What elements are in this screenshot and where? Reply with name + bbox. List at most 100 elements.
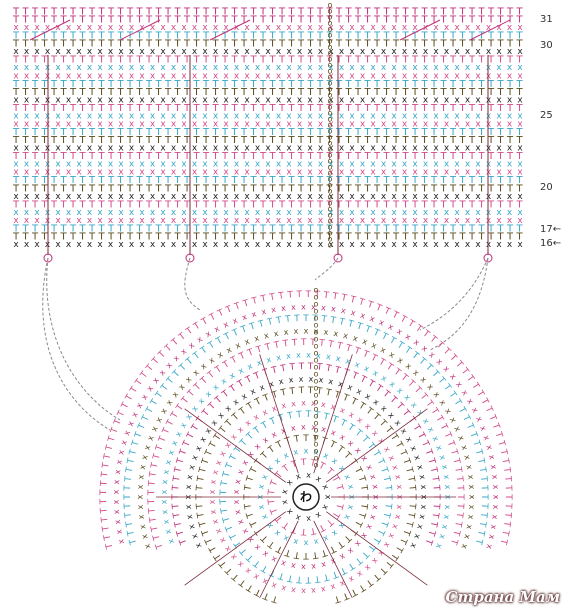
- band-stitch: T: [411, 15, 419, 26]
- band-stitch: T: [306, 103, 314, 114]
- band-stitch: x: [370, 240, 376, 250]
- round-stitch: T: [228, 453, 240, 464]
- round-stitch: T: [430, 484, 440, 492]
- chain-stitch: o: [328, 7, 333, 16]
- band-stitch: T: [392, 87, 400, 98]
- band-stitch: T: [135, 15, 143, 26]
- band-stitch: T: [439, 151, 447, 162]
- band-stitch: x: [24, 208, 30, 218]
- band-stitch: T: [154, 183, 162, 194]
- band-stitch: x: [465, 168, 471, 178]
- band-stitch: x: [87, 208, 93, 218]
- band-stitch: x: [486, 160, 492, 170]
- band-stitch: T: [496, 79, 504, 90]
- band-stitch: T: [297, 103, 305, 114]
- band-stitch: x: [360, 47, 366, 57]
- round-stitch: T: [268, 416, 278, 428]
- round-stitch: x: [154, 415, 164, 424]
- band-stitch: x: [108, 144, 114, 154]
- round-stitch: T: [208, 543, 220, 554]
- band-stitch: x: [517, 63, 523, 73]
- band-stitch: T: [116, 232, 124, 243]
- band-stitch: x: [160, 216, 166, 226]
- band-stitch: T: [173, 55, 181, 66]
- band-stitch: T: [164, 31, 172, 42]
- round-stitch: T: [148, 471, 159, 479]
- band-stitch: x: [286, 71, 292, 81]
- band-stitch: T: [50, 87, 58, 98]
- band-stitch: x: [192, 120, 198, 130]
- band-stitch: T: [430, 15, 438, 26]
- band-stitch: T: [306, 87, 314, 98]
- band-stitch: T: [88, 55, 96, 66]
- round-stitch: T: [148, 516, 159, 524]
- band-stitch: T: [430, 127, 438, 138]
- band-stitch: T: [335, 103, 343, 114]
- band-stitch: T: [126, 183, 134, 194]
- round-stitch: T: [261, 393, 271, 405]
- band-stitch: x: [381, 23, 387, 33]
- band-stitch: T: [316, 31, 324, 42]
- band-stitch: T: [221, 232, 229, 243]
- band-stitch: x: [13, 120, 19, 130]
- band-stitch: x: [496, 23, 502, 33]
- band-stitch: x: [265, 63, 271, 73]
- band-stitch: T: [183, 7, 191, 18]
- round-stitch: x: [462, 454, 472, 461]
- band-stitch: x: [108, 47, 114, 57]
- band-stitch: T: [401, 135, 409, 146]
- band-stitch: T: [496, 55, 504, 66]
- round-stitch: x: [443, 407, 453, 416]
- band-stitch: T: [411, 232, 419, 243]
- round-stitch: T: [392, 440, 404, 451]
- band-stitch: T: [21, 183, 29, 194]
- band-stitch: T: [392, 175, 400, 186]
- round-stitch: x: [314, 474, 323, 484]
- band-stitch: x: [202, 208, 208, 218]
- band-stitch: T: [487, 151, 495, 162]
- band-stitch: x: [24, 71, 30, 81]
- band-stitch: x: [496, 208, 502, 218]
- band-stitch: x: [150, 208, 156, 218]
- band-stitch: T: [221, 199, 229, 210]
- round-stitch: x: [313, 537, 320, 547]
- round-stitch: x: [368, 514, 378, 521]
- band-stitch: x: [276, 208, 282, 218]
- round-stitch: T: [393, 543, 405, 554]
- band-stitch: x: [486, 168, 492, 178]
- round-stitch: x: [196, 396, 206, 406]
- decrease-line: [29, 19, 71, 41]
- band-stitch: x: [433, 160, 439, 170]
- band-stitch: x: [160, 71, 166, 81]
- round-stitch: T: [464, 421, 476, 431]
- round-stitch: T: [99, 498, 109, 505]
- band-stitch: T: [145, 151, 153, 162]
- round-stitch: T: [170, 337, 182, 349]
- chain-stitch: o: [328, 109, 333, 118]
- round-stitch: T: [280, 463, 291, 475]
- band-stitch: x: [202, 144, 208, 154]
- round-stitch: T: [319, 546, 329, 558]
- round-stitch: T: [120, 401, 132, 412]
- round-stitch: x: [160, 509, 169, 515]
- round-stitch: T: [380, 474, 391, 483]
- band-stitch: T: [468, 79, 476, 90]
- round-stitch: x: [193, 541, 203, 549]
- round-stitch: x: [492, 495, 501, 500]
- band-stitch: x: [444, 95, 450, 105]
- band-stitch: x: [412, 63, 418, 73]
- round-stitch: T: [348, 396, 359, 408]
- band-stitch: x: [391, 168, 397, 178]
- band-stitch: T: [420, 135, 428, 146]
- band-stitch: T: [202, 199, 210, 210]
- band-stitch: T: [21, 15, 29, 26]
- band-stitch: x: [507, 111, 513, 121]
- band-stitch: x: [213, 63, 219, 73]
- band-stitch: x: [118, 95, 124, 105]
- band-stitch: T: [335, 31, 343, 42]
- band-stitch: T: [259, 39, 267, 50]
- band-stitch: T: [316, 135, 324, 146]
- band-stitch: x: [244, 192, 250, 202]
- band-stitch: T: [192, 199, 200, 210]
- band-stitch: T: [363, 199, 371, 210]
